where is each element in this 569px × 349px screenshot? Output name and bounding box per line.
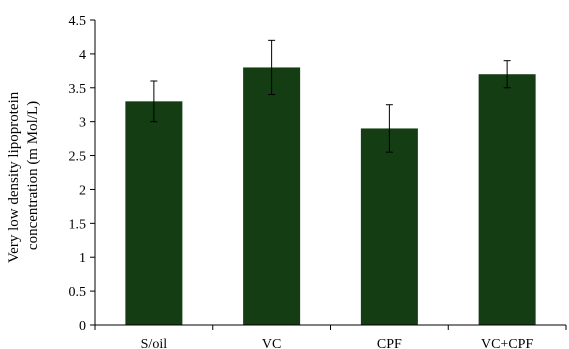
y-tick-label: 3: [79, 116, 86, 131]
x-tick-label: CPF: [377, 337, 402, 349]
y-axis-title-line-1: Very low density lipoprotein: [6, 91, 22, 263]
y-tick-label: 4.5: [69, 14, 87, 29]
y-tick-label: 0.5: [69, 285, 87, 300]
x-tick-label: VC+CPF: [481, 337, 533, 349]
y-axis: 0 0.5 1 1.5 2 2.5 3 3.5 4 4.5: [69, 14, 96, 334]
bar-vc-cpf: [478, 74, 536, 325]
y-tick-label: 0: [79, 319, 86, 334]
x-axis: S/oil VC CPF VC+CPF: [94, 324, 567, 349]
y-tick-label: 2: [79, 183, 86, 198]
bar-s-oil: [125, 101, 183, 325]
bar-cpf: [360, 128, 418, 325]
x-tick-label: S/oil: [141, 337, 168, 349]
y-axis-title: Very low density lipoprotein concentrati…: [6, 88, 41, 263]
y-tick-label: 4: [79, 48, 86, 63]
bar-vc: [243, 67, 301, 325]
y-tick-label: 1.5: [69, 217, 87, 232]
y-tick-label: 2.5: [69, 150, 87, 165]
y-tick-label: 3.5: [69, 82, 87, 97]
y-tick-label: 1: [79, 251, 86, 266]
x-tick-label: VC: [262, 337, 281, 349]
y-axis-title-line-2: concentration (m Mol/L): [25, 101, 41, 250]
bars: [125, 39, 536, 325]
